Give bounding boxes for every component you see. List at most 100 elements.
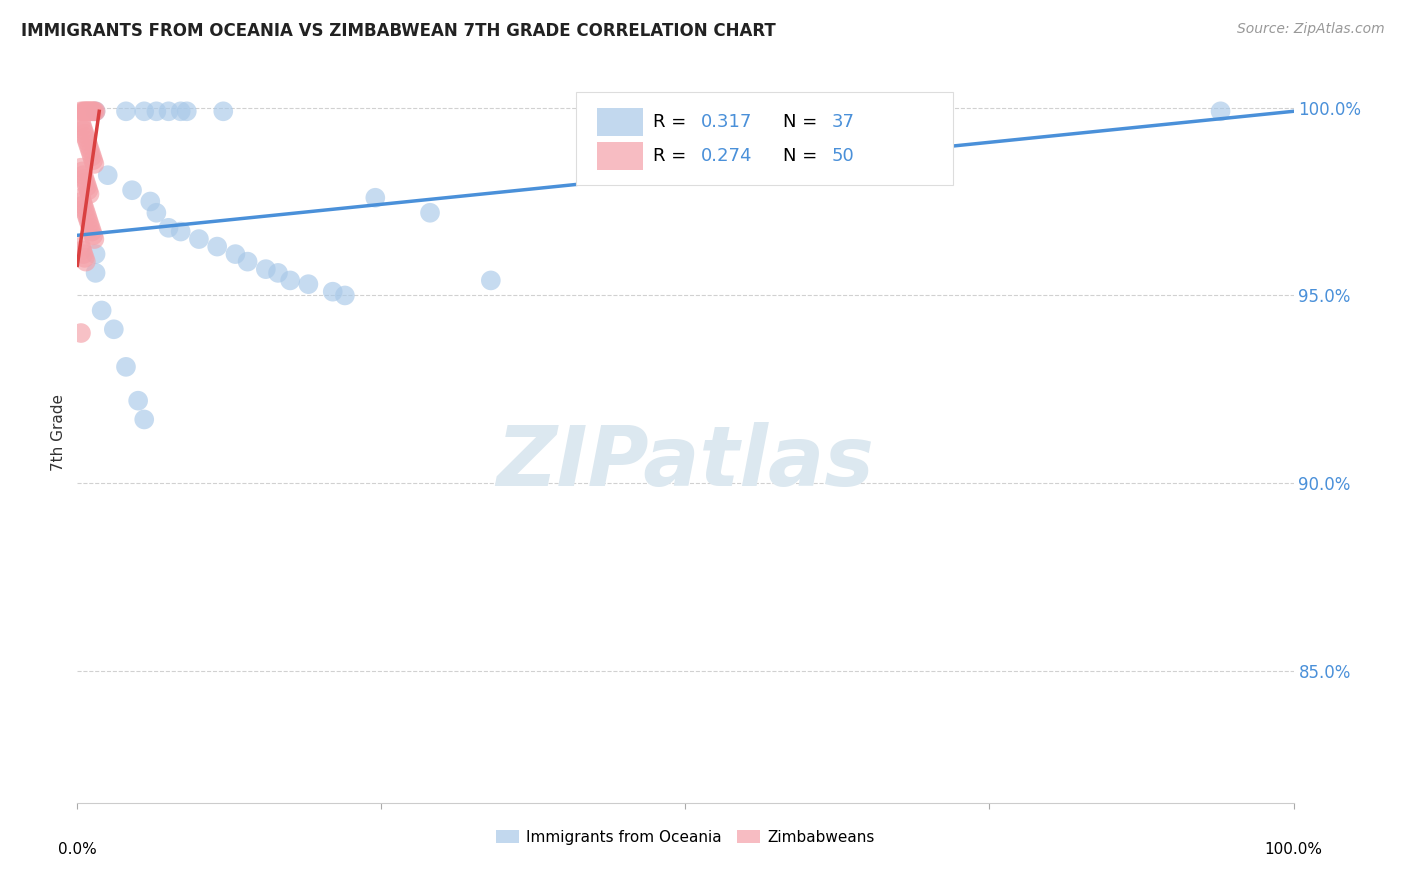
Point [77,138,100,153]
Point [75,130,97,145]
Text: 37: 37 [831,113,855,131]
Point [73,202,96,216]
Point [75,254,97,268]
Point [333,288,356,302]
Legend: Immigrants from Oceania, Zimbabweans: Immigrants from Oceania, Zimbabweans [489,823,882,851]
Point [176,104,198,119]
Point [70,244,93,258]
Text: ZIPatlas: ZIPatlas [496,422,875,503]
Point [479,273,502,287]
Point [83,104,105,119]
Point [80,149,103,163]
Point [115,359,138,374]
Point [134,104,156,119]
Point [76,210,98,224]
Point [79,104,101,119]
Point [75,176,97,190]
Point [70,194,93,209]
Point [73,127,96,141]
Point [224,247,246,261]
Point [188,232,211,246]
Y-axis label: 7th Grade: 7th Grade [51,394,66,471]
Point [70,326,93,340]
Point [82,104,104,119]
Point [419,206,441,220]
Point [83,232,105,246]
Point [84,266,107,280]
Point [79,142,101,156]
Point [72,104,94,119]
FancyBboxPatch shape [576,92,953,185]
Point [205,239,228,253]
Point [97,168,120,182]
Text: IMMIGRANTS FROM OCEANIA VS ZIMBABWEAN 7TH GRADE CORRELATION CHART: IMMIGRANTS FROM OCEANIA VS ZIMBABWEAN 7T… [21,22,776,40]
Point [1209,104,1232,119]
Point [212,104,235,119]
Point [70,115,93,129]
Point [90,303,112,318]
Text: 100.0%: 100.0% [1264,842,1323,856]
Point [70,191,93,205]
Text: R =: R = [652,113,692,131]
Text: 0.274: 0.274 [702,146,752,165]
Point [80,220,103,235]
Point [83,157,105,171]
Point [364,191,387,205]
Point [84,104,107,119]
Point [80,104,103,119]
Point [70,120,93,134]
Point [72,247,94,261]
Point [84,247,107,261]
Point [157,220,180,235]
Point [80,145,103,160]
Text: R =: R = [652,146,692,165]
Point [70,164,93,178]
Point [70,161,93,175]
Point [76,134,98,148]
Point [278,273,301,287]
Point [75,104,97,119]
Point [82,153,104,168]
Point [170,225,193,239]
Point [84,104,107,119]
Point [115,104,138,119]
Point [675,104,697,119]
Point [70,104,93,119]
Point [322,285,344,299]
Point [72,168,94,182]
Point [121,183,143,197]
Point [157,104,180,119]
Point [79,186,101,201]
Point [139,194,162,209]
Point [267,266,290,280]
Text: N =: N = [783,113,823,131]
Point [70,239,93,253]
Text: Source: ZipAtlas.com: Source: ZipAtlas.com [1237,22,1385,37]
Point [297,277,319,292]
Point [82,228,104,243]
Point [80,225,103,239]
Point [72,123,94,137]
Point [79,217,101,231]
Point [236,254,259,268]
Point [170,104,193,119]
Text: 0.0%: 0.0% [58,842,97,856]
Point [73,172,96,186]
Point [77,104,100,119]
Point [918,104,941,119]
Point [127,393,149,408]
Point [72,198,94,212]
Point [145,104,167,119]
Point [77,213,100,227]
Text: 0.317: 0.317 [702,113,752,131]
Point [254,262,277,277]
Point [73,104,96,119]
Point [77,183,100,197]
Text: 50: 50 [831,146,853,165]
Point [145,206,167,220]
Point [134,412,156,426]
Point [75,206,97,220]
Point [76,104,98,119]
Point [73,251,96,265]
FancyBboxPatch shape [596,142,643,169]
